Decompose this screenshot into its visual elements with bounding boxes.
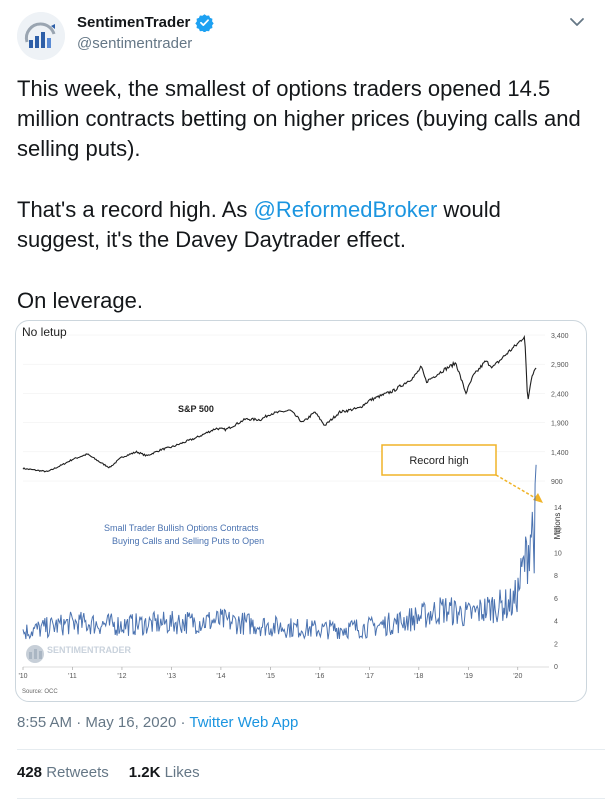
retweets-stat[interactable]: 428 Retweets [17, 764, 109, 781]
lower-y-tick-label: 2 [554, 641, 558, 648]
verified-badge-icon [195, 14, 215, 32]
divider [17, 749, 605, 750]
x-tick-label: '15 [266, 673, 275, 680]
author-name[interactable]: SentimenTrader [77, 14, 191, 31]
source-app-link[interactable]: Twitter Web App [189, 714, 299, 731]
tweet-media-chart[interactable]: SENTIMENTRADER No letup S&P 500 Small Tr… [15, 320, 587, 702]
retweets-label: Retweets [46, 764, 109, 781]
x-tick-label: '13 [167, 673, 176, 680]
record-high-callout-label: Record high [409, 455, 468, 467]
x-tick-label: '19 [464, 673, 473, 680]
chevron-down-icon[interactable] [569, 16, 585, 28]
avatar[interactable] [17, 12, 65, 60]
x-tick-label: '17 [365, 673, 374, 680]
upper-y-tick-label: 900 [551, 479, 563, 486]
chart-source: Source: OCC [22, 689, 58, 695]
tweet-paragraph-2: That's a record high. As @ReformedBroker… [17, 195, 587, 255]
x-tick-label: '14 [216, 673, 225, 680]
lower-y-tick-label: 8 [554, 573, 558, 580]
millions-axis-title: Millions [553, 513, 562, 540]
sp500-line [22, 334, 537, 473]
sentimentrader-logo-icon [17, 12, 65, 60]
lower-y-tick-label: 6 [554, 596, 558, 603]
lower-y-tick-label: 14 [554, 505, 562, 512]
engagement-stats: 428 Retweets 1.2K Likes [17, 764, 200, 781]
author-block: SentimenTrader @sentimentrader [77, 13, 215, 52]
lower-y-tick-label: 10 [554, 550, 562, 557]
options-label-line1: Small Trader Bullish Options Contracts [104, 523, 259, 533]
upper-y-tick-label: 2,900 [551, 362, 569, 369]
x-tick-label: '18 [414, 673, 423, 680]
upper-y-tick-label: 2,400 [551, 391, 569, 398]
callout-arrow-head [533, 493, 543, 503]
mention-link[interactable]: @ReformedBroker [253, 197, 438, 222]
divider [17, 798, 605, 799]
record-high-callout-box [381, 444, 497, 476]
likes-count: 1.2K [128, 764, 161, 781]
upper-y-tick-label: 1,900 [551, 421, 569, 428]
meta-separator: · [180, 714, 186, 731]
x-tick-label: '10 [18, 673, 27, 680]
watermark-logo [26, 645, 44, 663]
retweets-count: 428 [17, 764, 43, 781]
likes-label: Likes [164, 764, 200, 781]
author-handle[interactable]: @sentimentrader [77, 35, 193, 52]
x-tick-label: '16 [315, 673, 324, 680]
meta-separator: · [76, 714, 82, 731]
x-tick-label: '11 [68, 673, 77, 680]
watermark-text: SENTIMENTRADER [47, 645, 132, 655]
upper-y-tick-label: 1,400 [551, 450, 569, 457]
upper-y-tick-label: 3,400 [551, 333, 569, 340]
chart-title: No letup [22, 325, 67, 339]
x-tick-label: '12 [117, 673, 126, 680]
tweet-meta: 8:55 AM · May 16, 2020 · Twitter Web App [17, 714, 298, 731]
chart: SENTIMENTRADER No letup S&P 500 Small Tr… [18, 325, 569, 695]
tweet-date[interactable]: May 16, 2020 [85, 714, 177, 731]
likes-stat[interactable]: 1.2K Likes [129, 764, 200, 781]
callout-arrow-line [495, 474, 538, 500]
tweet-text-segment: would suggest, it's the Davey Daytrader … [17, 197, 501, 252]
lower-y-tick-label: 4 [554, 619, 558, 626]
x-tick-label: '20 [513, 673, 522, 680]
tweet-time[interactable]: 8:55 AM [17, 714, 73, 731]
tweet-paragraph-1: This week, the smallest of options trade… [17, 76, 581, 161]
tweet-text-segment: That's a record high. As [17, 197, 254, 222]
tweet-paragraph-3: On leverage. [17, 288, 143, 313]
sp500-label: S&P 500 [178, 404, 214, 414]
tweet-text: This week, the smallest of options trade… [17, 74, 587, 316]
lower-y-tick-label: 0 [554, 664, 558, 671]
lower-y-tick-label: 12 [554, 528, 562, 535]
options-line [22, 464, 537, 640]
options-label-line2: Buying Calls and Selling Puts to Open [112, 536, 264, 546]
